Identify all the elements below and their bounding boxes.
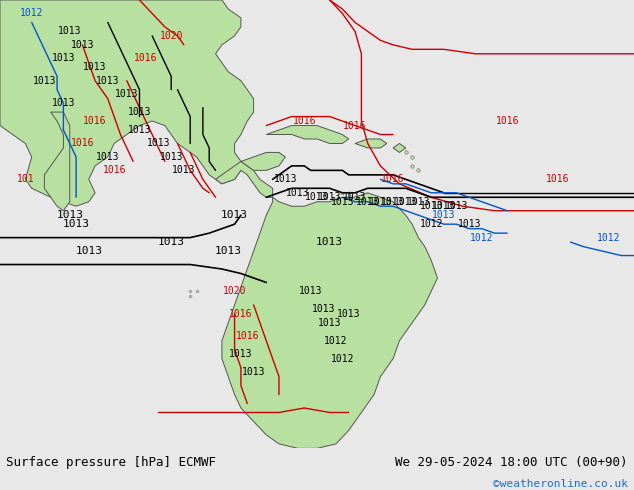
Text: 1012: 1012 — [324, 336, 348, 346]
Text: 1013: 1013 — [146, 139, 171, 148]
Text: 1012: 1012 — [20, 8, 44, 19]
Text: 1012: 1012 — [470, 233, 494, 243]
Text: 1016: 1016 — [546, 174, 570, 184]
Polygon shape — [44, 112, 70, 211]
Text: 1016: 1016 — [292, 116, 316, 126]
Text: 1016: 1016 — [134, 53, 158, 63]
Text: 1013: 1013 — [318, 192, 342, 202]
Text: 1013: 1013 — [75, 246, 102, 256]
Text: 1013: 1013 — [299, 287, 323, 296]
Text: 1013: 1013 — [273, 174, 297, 184]
Text: 1013: 1013 — [318, 318, 342, 328]
Polygon shape — [393, 144, 406, 152]
Text: 1013: 1013 — [172, 165, 196, 175]
Text: 1016: 1016 — [495, 116, 519, 126]
Polygon shape — [241, 152, 285, 171]
Text: 1013: 1013 — [32, 75, 56, 86]
Text: 1013: 1013 — [343, 192, 367, 202]
Text: 1013: 1013 — [70, 40, 94, 50]
Text: 1013: 1013 — [51, 53, 75, 63]
Text: 1013: 1013 — [432, 201, 456, 211]
Text: Surface pressure [hPa] ECMWF: Surface pressure [hPa] ECMWF — [6, 456, 216, 469]
Polygon shape — [355, 139, 387, 148]
Text: 1013: 1013 — [316, 237, 343, 247]
Text: 1013: 1013 — [127, 107, 152, 117]
Text: 1012: 1012 — [330, 354, 354, 364]
Text: 1013: 1013 — [394, 197, 418, 207]
Text: 1013: 1013 — [58, 26, 82, 36]
Text: 1013: 1013 — [406, 197, 430, 207]
Text: 1013: 1013 — [305, 192, 329, 202]
Text: 1013: 1013 — [159, 152, 183, 162]
Text: 1012: 1012 — [419, 219, 443, 229]
Text: We 29-05-2024 18:00 UTC (00+90): We 29-05-2024 18:00 UTC (00+90) — [395, 456, 628, 469]
Text: 1013: 1013 — [457, 219, 481, 229]
Text: 1016: 1016 — [102, 165, 126, 175]
Text: 1013: 1013 — [229, 349, 253, 359]
Text: 1013: 1013 — [127, 125, 152, 135]
Text: 1013: 1013 — [381, 197, 405, 207]
Text: 1013: 1013 — [63, 219, 89, 229]
Text: 1013: 1013 — [419, 201, 443, 211]
Text: 1016: 1016 — [381, 174, 405, 184]
Text: 1013: 1013 — [96, 152, 120, 162]
Text: 1013: 1013 — [311, 304, 335, 315]
Text: 1016: 1016 — [235, 331, 259, 341]
Text: 1012: 1012 — [597, 233, 621, 243]
Text: 1013: 1013 — [337, 309, 361, 319]
Text: 1013: 1013 — [83, 62, 107, 72]
Text: 1013: 1013 — [51, 98, 75, 108]
Polygon shape — [0, 0, 254, 206]
Text: 1013: 1013 — [286, 188, 310, 198]
Polygon shape — [222, 193, 437, 448]
Text: 1013: 1013 — [444, 201, 469, 211]
Text: 1013: 1013 — [432, 210, 456, 220]
Text: 1013: 1013 — [96, 75, 120, 86]
Text: 1013: 1013 — [158, 237, 184, 247]
Text: ©weatheronline.co.uk: ©weatheronline.co.uk — [493, 479, 628, 489]
Text: 1016: 1016 — [343, 121, 367, 130]
Text: 1016: 1016 — [83, 116, 107, 126]
Text: 1016: 1016 — [70, 139, 94, 148]
Text: 1013: 1013 — [56, 210, 83, 220]
Text: 101: 101 — [16, 174, 34, 184]
Text: 1013: 1013 — [330, 197, 354, 207]
Text: 1013: 1013 — [242, 367, 266, 377]
Text: 1016: 1016 — [229, 309, 253, 319]
Text: 1013: 1013 — [356, 197, 380, 207]
Polygon shape — [216, 161, 273, 197]
Text: 1020: 1020 — [159, 31, 183, 41]
Polygon shape — [266, 125, 349, 144]
Text: 1013: 1013 — [368, 197, 392, 207]
Text: 1013: 1013 — [115, 89, 139, 99]
Text: 1013: 1013 — [215, 246, 242, 256]
Text: 1013: 1013 — [221, 210, 248, 220]
Text: 1020: 1020 — [223, 287, 247, 296]
